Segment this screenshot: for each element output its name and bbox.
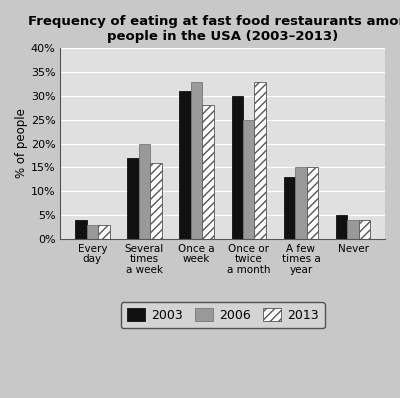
Bar xyxy=(232,96,243,239)
Bar xyxy=(202,105,214,239)
Bar xyxy=(307,168,318,239)
Bar xyxy=(127,158,139,239)
Bar xyxy=(295,168,307,239)
Bar xyxy=(98,224,110,239)
Bar xyxy=(150,163,162,239)
Title: Frequency of eating at fast food restaurants among
people in the USA (2003–2013): Frequency of eating at fast food restaur… xyxy=(28,15,400,43)
Bar xyxy=(139,144,150,239)
Legend: 2003, 2006, 2013: 2003, 2006, 2013 xyxy=(121,302,325,328)
Bar xyxy=(180,91,191,239)
Bar xyxy=(243,120,254,239)
Y-axis label: % of people: % of people xyxy=(15,109,28,178)
Bar xyxy=(191,82,202,239)
Bar xyxy=(359,220,370,239)
Bar xyxy=(284,177,295,239)
Bar xyxy=(347,220,359,239)
Bar xyxy=(87,224,98,239)
Bar xyxy=(336,215,347,239)
Bar xyxy=(254,82,266,239)
Bar xyxy=(75,220,87,239)
